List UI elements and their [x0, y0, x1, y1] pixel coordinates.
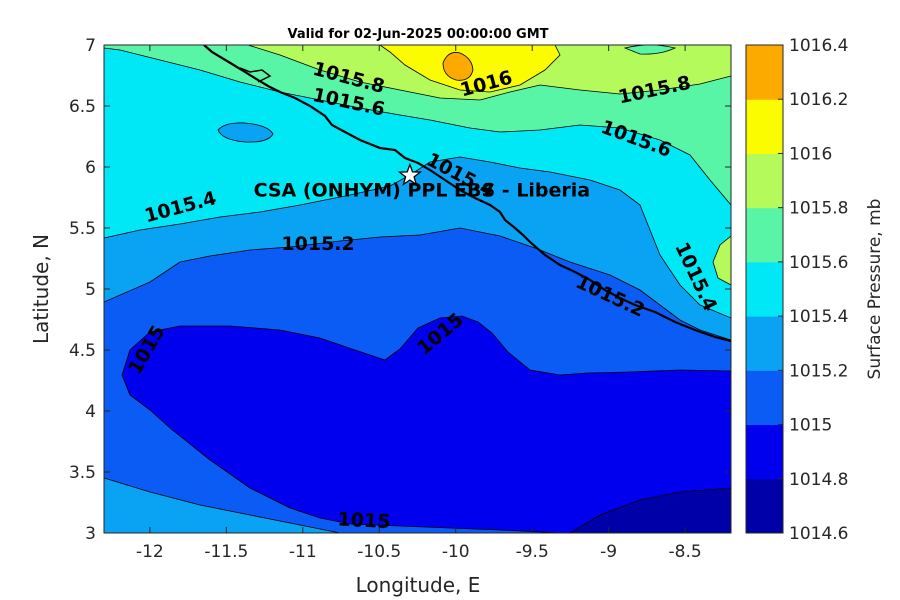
colorbar-segment	[746, 45, 783, 100]
colorbar-label: 1015.8	[789, 199, 848, 219]
site-star-icon	[397, 162, 423, 186]
y-tick-label: 4.5	[69, 341, 96, 361]
site-label: CSA (ONHYM) PPL EBS - Liberia	[254, 180, 591, 202]
colorbar-label: 1015.6	[789, 253, 848, 273]
coastline-inlet	[239, 67, 272, 83]
colorbar: 1014.6 1014.8 1015 1015.2 1015.4 1015.6 1015.8…	[745, 36, 848, 544]
y-tick-label: 5	[85, 280, 96, 300]
contour-label: 1015.2	[281, 233, 354, 255]
colorbar-label: 1014.8	[789, 470, 848, 490]
colorbar-segment	[746, 207, 783, 263]
y-tick-label: 3.5	[69, 463, 96, 483]
colorbar-label: 1016	[789, 144, 832, 164]
x-tick-label: -10.5	[357, 542, 401, 562]
x-tick-label: -9.5	[516, 542, 549, 562]
x-tick-label: -10	[442, 542, 470, 562]
y-tick-label: 4	[85, 402, 96, 422]
colorbar-segment	[746, 99, 783, 154]
y-tick-label: 6	[85, 158, 96, 178]
colorbar-label: 1015	[789, 416, 832, 436]
x-tick-label: -11	[289, 542, 317, 562]
contour-label: 1015	[337, 508, 391, 533]
colorbar-label: 1015.4	[789, 307, 848, 327]
x-axis-label: Longitude, E	[356, 573, 481, 597]
band-1015-2-island	[217, 122, 274, 143]
contour-plot-area	[104, 45, 731, 533]
x-tick-label: -11.5	[204, 542, 248, 562]
y-axis-label: Latitude, N	[29, 234, 53, 344]
x-tick-label: -9	[600, 542, 617, 562]
colorbar-label: 1016.4	[789, 36, 848, 56]
y-tick-label: 5.5	[69, 219, 96, 239]
x-tick-label: -8.5	[669, 542, 702, 562]
y-tick-label: 3	[85, 524, 96, 544]
x-tick-label: -12	[136, 542, 164, 562]
colorbar-segment	[746, 370, 783, 426]
colorbar-label: 1015.2	[789, 361, 848, 381]
x-axis-ticks: -12 -11.5 -11 -10.5 -10 -9.5 -9 -8.5	[136, 45, 702, 562]
colorbar-frame	[745, 44, 784, 534]
band-1016-2	[442, 52, 474, 81]
colorbar-segment	[746, 424, 783, 480]
band-1015-8-right	[712, 235, 731, 286]
map-title: Valid for 02-Jun-2025 00:00:00 GMT	[288, 27, 549, 42]
y-tick-label: 6.5	[69, 97, 96, 117]
colorbar-title: Surface Pressure, mb	[865, 199, 885, 380]
colorbar-label: 1014.6	[789, 524, 848, 544]
coastline	[203, 45, 731, 343]
band-1015-2-lower	[104, 477, 341, 533]
colorbar-segment	[746, 478, 783, 534]
colorbar-label: 1016.2	[789, 90, 848, 110]
y-tick-label: 7	[85, 36, 96, 56]
colorbar-segment	[746, 261, 783, 317]
band-1014-6	[569, 487, 731, 533]
colorbar-segment	[746, 316, 783, 371]
y-axis-ticks: 3 3.5 4 4.5 5 5.5 6 6.5 7	[69, 36, 731, 544]
colorbar-segment	[746, 153, 783, 209]
